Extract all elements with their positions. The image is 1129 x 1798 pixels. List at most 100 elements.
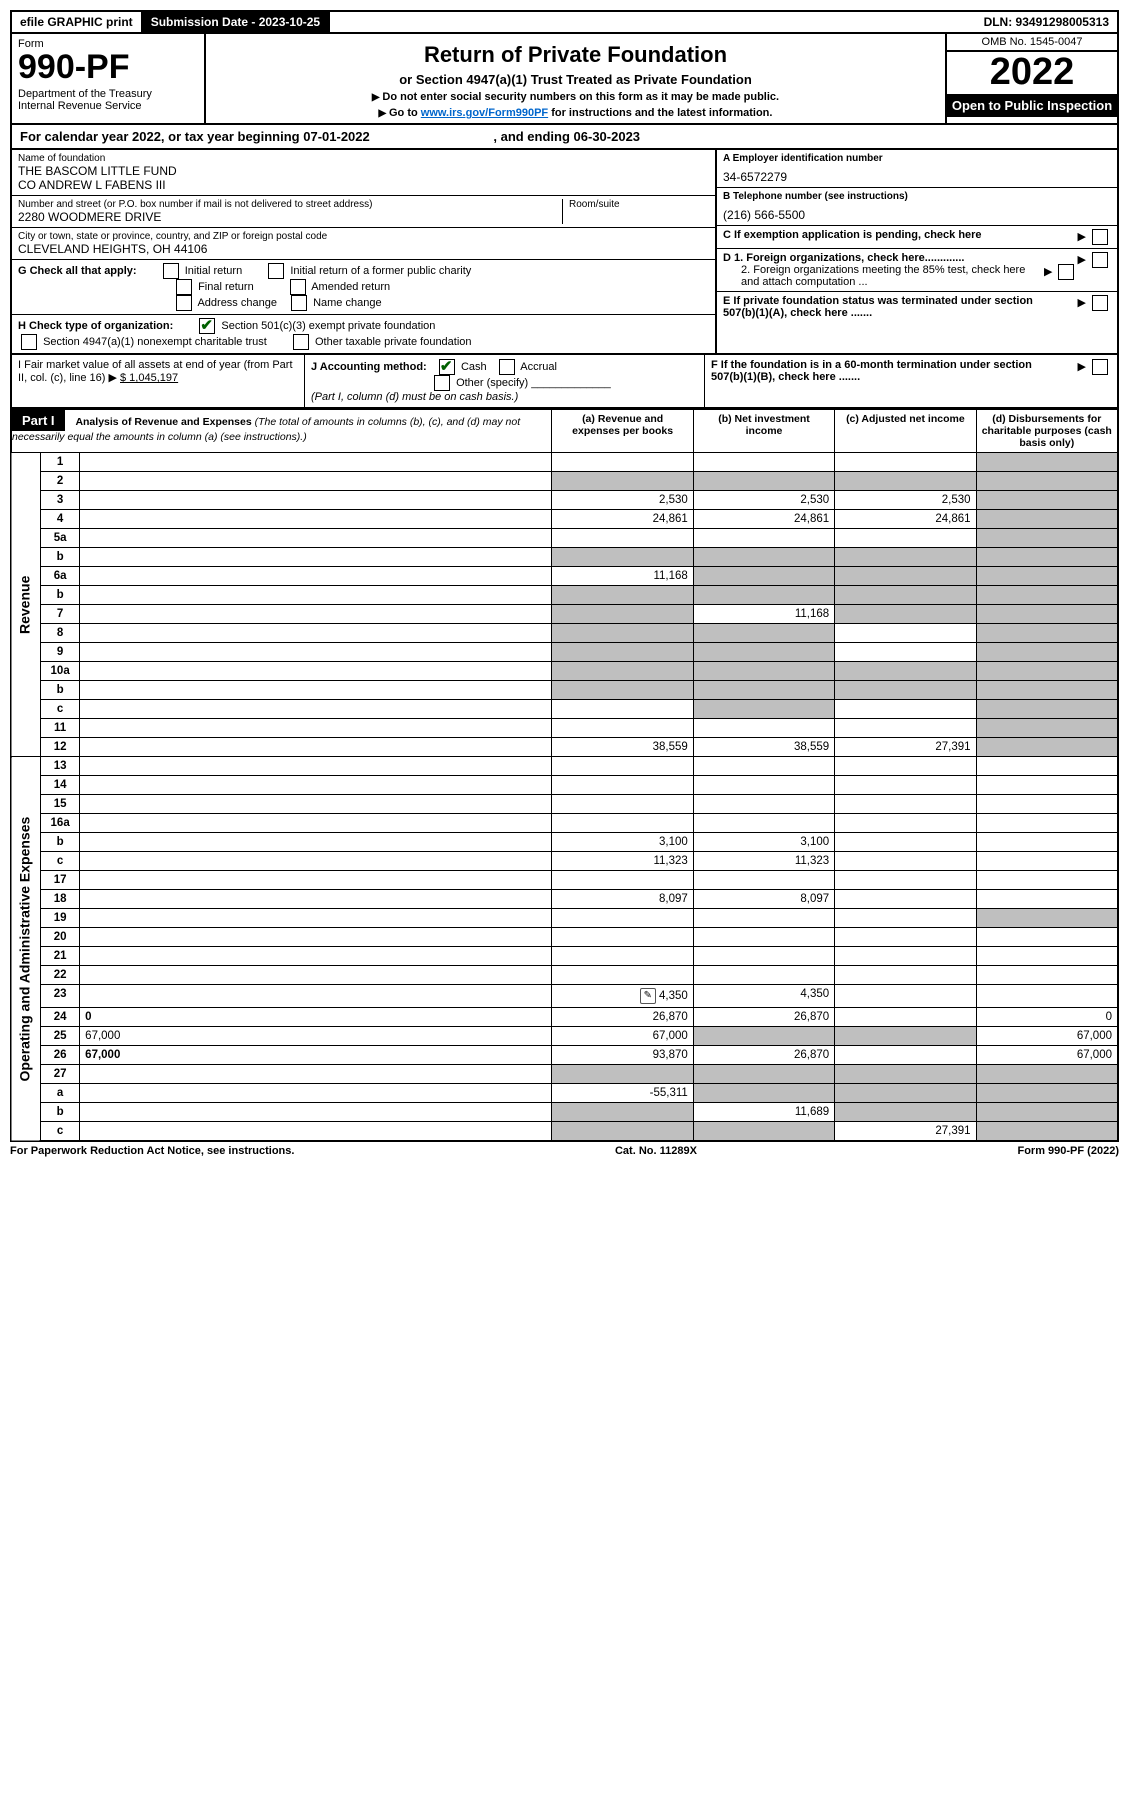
form-title: Return of Private Foundation: [212, 42, 939, 68]
amount-cell: [552, 947, 693, 966]
checkbox-d2[interactable]: [1058, 264, 1074, 280]
amount-cell: 3,100: [552, 833, 693, 852]
line-number: 20: [41, 928, 80, 947]
line-number: 4: [41, 510, 80, 529]
table-row: 16a: [11, 814, 1118, 833]
amount-cell: [693, 643, 834, 662]
col-a-header: (a) Revenue and expenses per books: [552, 410, 693, 453]
amount-cell: 11,168: [552, 567, 693, 586]
checkbox-address-change[interactable]: [176, 295, 192, 311]
amount-cell: 11,323: [552, 852, 693, 871]
e-label: E If private foundation status was termi…: [723, 295, 1053, 319]
amount-cell: 26,870: [552, 1008, 693, 1027]
amount-cell: [552, 1065, 693, 1084]
table-row: Revenue 1: [11, 453, 1118, 472]
checkbox-initial-return[interactable]: [163, 263, 179, 279]
line-description: [80, 548, 552, 567]
amount-cell: [976, 795, 1118, 814]
submission-date: Submission Date - 2023-10-25: [143, 12, 330, 32]
line-number: 25: [41, 1027, 80, 1046]
amount-cell: [835, 586, 976, 605]
line-description: [80, 947, 552, 966]
amount-cell: [976, 928, 1118, 947]
j-note: (Part I, column (d) must be on cash basi…: [311, 391, 518, 403]
phone-value: (216) 566-5500: [723, 208, 1111, 222]
open-public-badge: Open to Public Inspection: [947, 94, 1117, 117]
amount-cell: [976, 852, 1118, 871]
amount-cell: [976, 985, 1118, 1008]
checkbox-c[interactable]: [1092, 229, 1108, 245]
amount-cell: [976, 909, 1118, 928]
amount-cell: [552, 1103, 693, 1122]
line-number: 19: [41, 909, 80, 928]
table-row: 22: [11, 966, 1118, 985]
omb-number: OMB No. 1545-0047: [947, 34, 1117, 52]
checkbox-4947[interactable]: [21, 334, 37, 350]
amount-cell: [693, 529, 834, 548]
line-description: [80, 624, 552, 643]
amount-cell: [693, 928, 834, 947]
line-description: [80, 833, 552, 852]
line-description: [80, 472, 552, 491]
checkbox-other-taxable[interactable]: [293, 334, 309, 350]
amount-cell: [976, 757, 1118, 776]
checkbox-d1[interactable]: [1092, 252, 1108, 268]
h-opt3: Other taxable private foundation: [315, 336, 472, 348]
cy-end: 06-30-2023: [574, 129, 641, 144]
line-description: [80, 738, 552, 757]
instr-1: Do not enter social security numbers on …: [212, 91, 939, 103]
checkbox-initial-public[interactable]: [268, 263, 284, 279]
instructions-link[interactable]: www.irs.gov/Form990PF: [421, 107, 548, 119]
checkbox-cash[interactable]: [439, 359, 455, 375]
amount-cell: [976, 966, 1118, 985]
line-description: [80, 719, 552, 738]
section-c: C If exemption application is pending, c…: [717, 226, 1117, 249]
cy-prefix: For calendar year 2022, or tax year begi…: [20, 129, 303, 144]
table-row: b 3,100 3,100: [11, 833, 1118, 852]
top-bar: efile GRAPHIC print Submission Date - 20…: [10, 10, 1119, 34]
checkbox-final-return[interactable]: [176, 279, 192, 295]
info-grid: Name of foundation THE BASCOM LITTLE FUN…: [10, 150, 1119, 355]
efile-label[interactable]: efile GRAPHIC print: [12, 12, 143, 32]
table-row: 20: [11, 928, 1118, 947]
footer-right: Form 990-PF (2022): [1017, 1145, 1119, 1157]
foundation-name2: CO ANDREW L FABENS III: [18, 178, 709, 192]
expenses-label: Operating and Administrative Expenses: [11, 757, 41, 1142]
table-row: 27: [11, 1065, 1118, 1084]
amount-cell: 8,097: [693, 890, 834, 909]
table-row: b 11,689: [11, 1103, 1118, 1122]
amount-cell: [835, 776, 976, 795]
g-opt2: Final return: [198, 281, 254, 293]
checkbox-501c3[interactable]: [199, 318, 215, 334]
amount-cell: [552, 605, 693, 624]
attachment-icon[interactable]: ✎: [640, 988, 656, 1004]
j-label: J Accounting method:: [311, 361, 427, 373]
line-number: 23: [41, 985, 80, 1008]
g-label: G Check all that apply:: [18, 265, 137, 277]
line-description: [80, 567, 552, 586]
checkbox-name-change[interactable]: [291, 295, 307, 311]
line-description: [80, 643, 552, 662]
amount-cell: [976, 719, 1118, 738]
checkbox-accrual[interactable]: [499, 359, 515, 375]
table-row: 21: [11, 947, 1118, 966]
amount-cell: [693, 548, 834, 567]
checkbox-other-method[interactable]: [434, 375, 450, 391]
amount-cell: [552, 814, 693, 833]
amount-cell: [693, 795, 834, 814]
table-row: 12 38,559 38,559 27,391: [11, 738, 1118, 757]
line-number: 18: [41, 890, 80, 909]
amount-cell: -55,311: [552, 1084, 693, 1103]
table-row: c 27,391: [11, 1122, 1118, 1142]
footer-form-no: 990-PF: [1048, 1145, 1084, 1157]
line-description: [80, 586, 552, 605]
line-number: 13: [41, 757, 80, 776]
dept-line1: Department of the Treasury: [18, 88, 198, 100]
checkbox-f[interactable]: [1092, 359, 1108, 375]
dln: DLN: 93491298005313: [976, 12, 1117, 32]
table-row: 23 ✎ 4,350 4,350: [11, 985, 1118, 1008]
checkbox-e[interactable]: [1092, 295, 1108, 311]
j-other: Other (specify): [456, 377, 528, 389]
checkbox-amended[interactable]: [290, 279, 306, 295]
amount-cell: [693, 909, 834, 928]
